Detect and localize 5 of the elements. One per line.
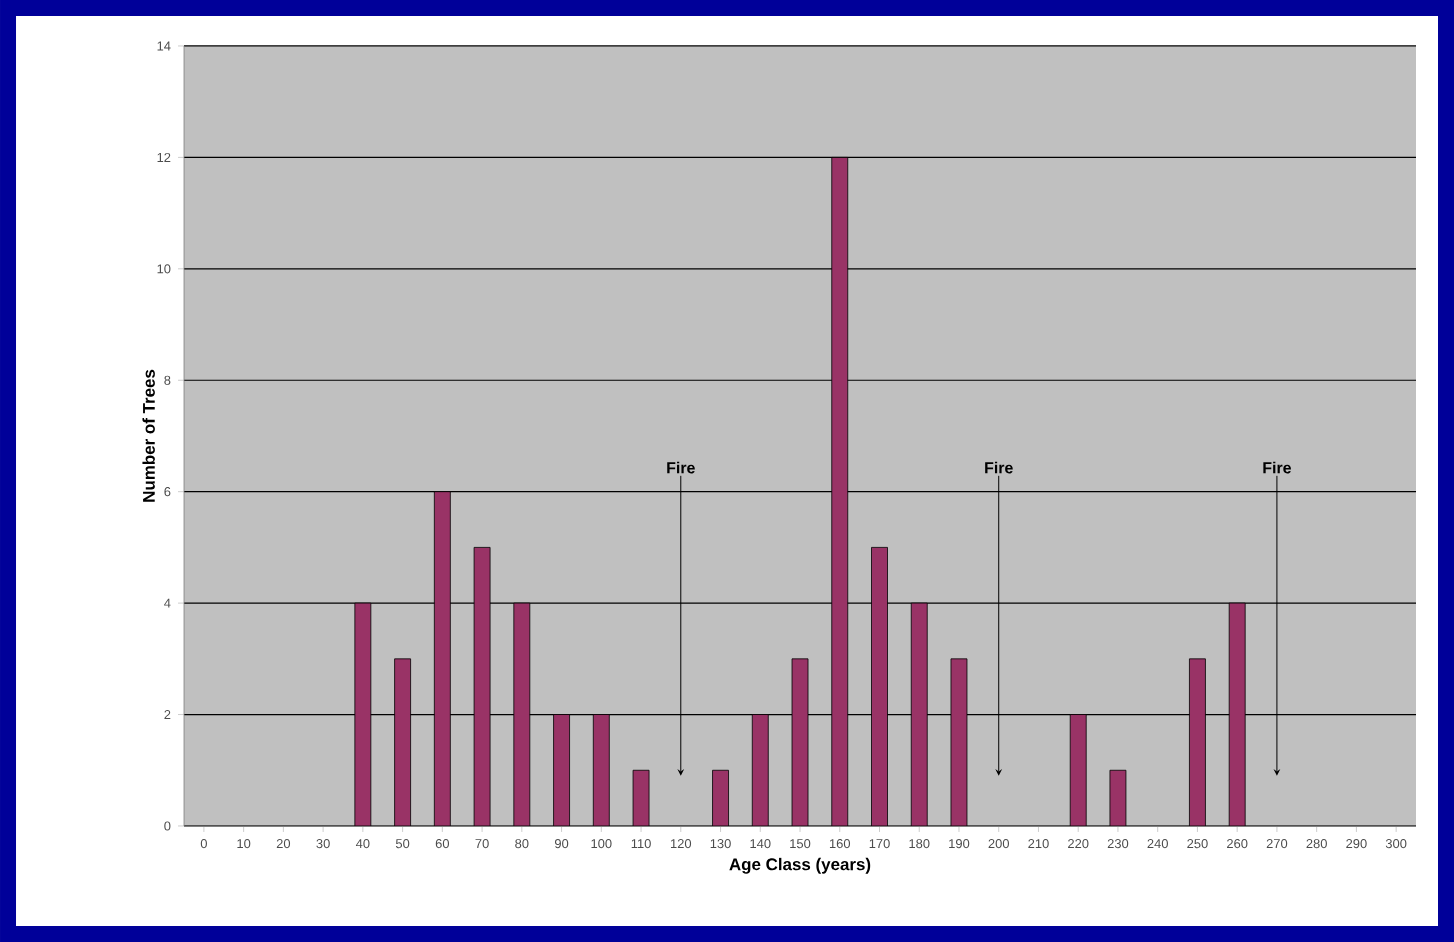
bar bbox=[1109, 769, 1127, 826]
bar bbox=[632, 769, 650, 826]
bar bbox=[712, 769, 729, 826]
y-axis-title: Number of Trees bbox=[142, 369, 155, 502]
x-axis-title: Age Class (years) bbox=[729, 857, 871, 874]
